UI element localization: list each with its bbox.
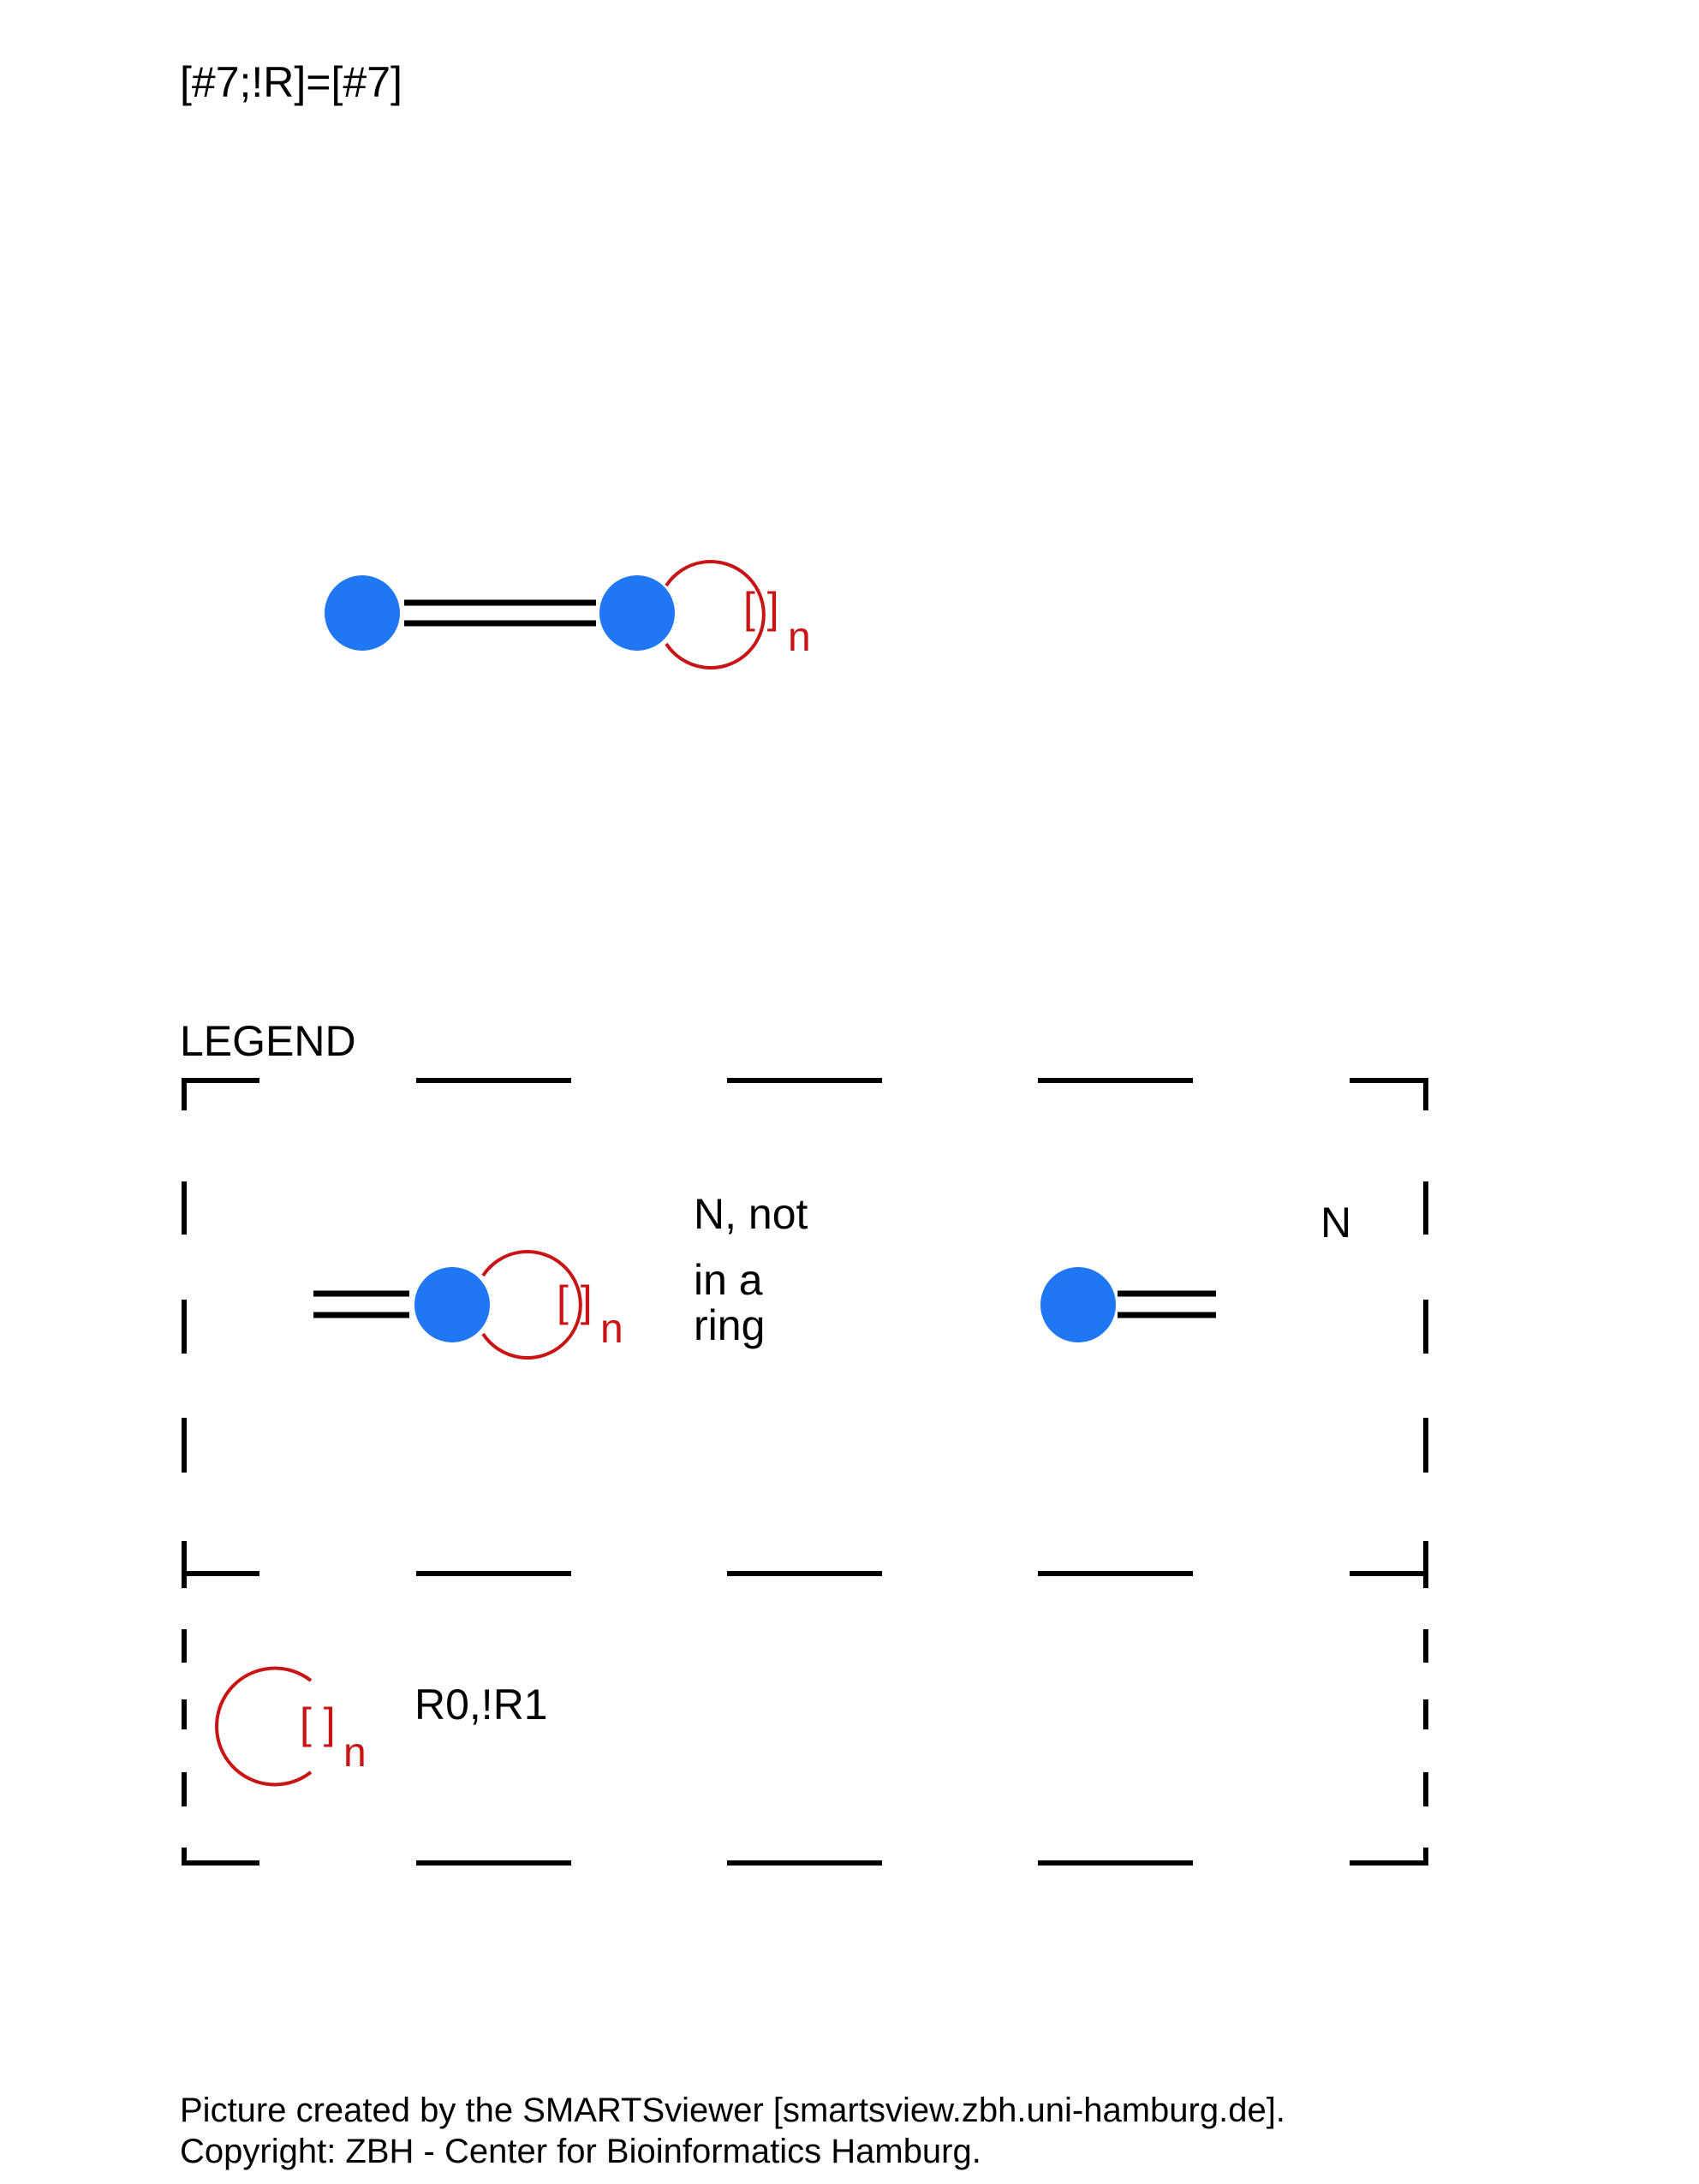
- legend-entry-n: N: [1040, 1199, 1351, 1342]
- legend-entry-n-not-in-ring: [ ] n N, not in a ring: [313, 1190, 808, 1360]
- legend-entry-ring: [ ] n R0,!R1: [215, 1666, 548, 1787]
- legend-entry-1-line-1: N, not: [694, 1190, 808, 1238]
- legend-entry-1-line-2: in a: [694, 1256, 763, 1304]
- main-molecule: [ ] n: [325, 560, 811, 669]
- ring-bracket-icon: [ ]: [743, 584, 779, 632]
- ring-closure-arc-icon: [665, 560, 766, 669]
- smarts-pattern: [#7;!R]=[#7]: [180, 58, 402, 106]
- ring-bracket-icon: [ ]: [557, 1277, 593, 1325]
- nitrogen-atom: [1040, 1267, 1116, 1342]
- ring-count-label: n: [343, 1730, 367, 1776]
- legend-frame: [182, 1078, 1428, 1866]
- nitrogen-atom: [414, 1267, 490, 1342]
- footer-line-1: Picture created by the SMARTSviewer [sma…: [180, 2092, 1285, 2129]
- nitrogen-atom-left: [325, 575, 400, 651]
- legend-entry-1-line-3: ring: [694, 1301, 765, 1349]
- ring-count-label: n: [600, 1306, 623, 1352]
- footer-line-2: Copyright: ZBH - Center for Bioinformati…: [180, 2133, 981, 2170]
- legend-title: LEGEND: [180, 1017, 356, 1065]
- legend-entry-2-label: N: [1320, 1199, 1351, 1247]
- legend-entry-3-label: R0,!R1: [414, 1681, 548, 1729]
- nitrogen-atom-right: [599, 575, 675, 651]
- ring-count-label: n: [788, 615, 811, 660]
- ring-closure-arc-icon: [481, 1250, 582, 1360]
- ring-closure-arc-icon: [215, 1666, 313, 1787]
- ring-bracket-icon: [ ]: [300, 1699, 336, 1747]
